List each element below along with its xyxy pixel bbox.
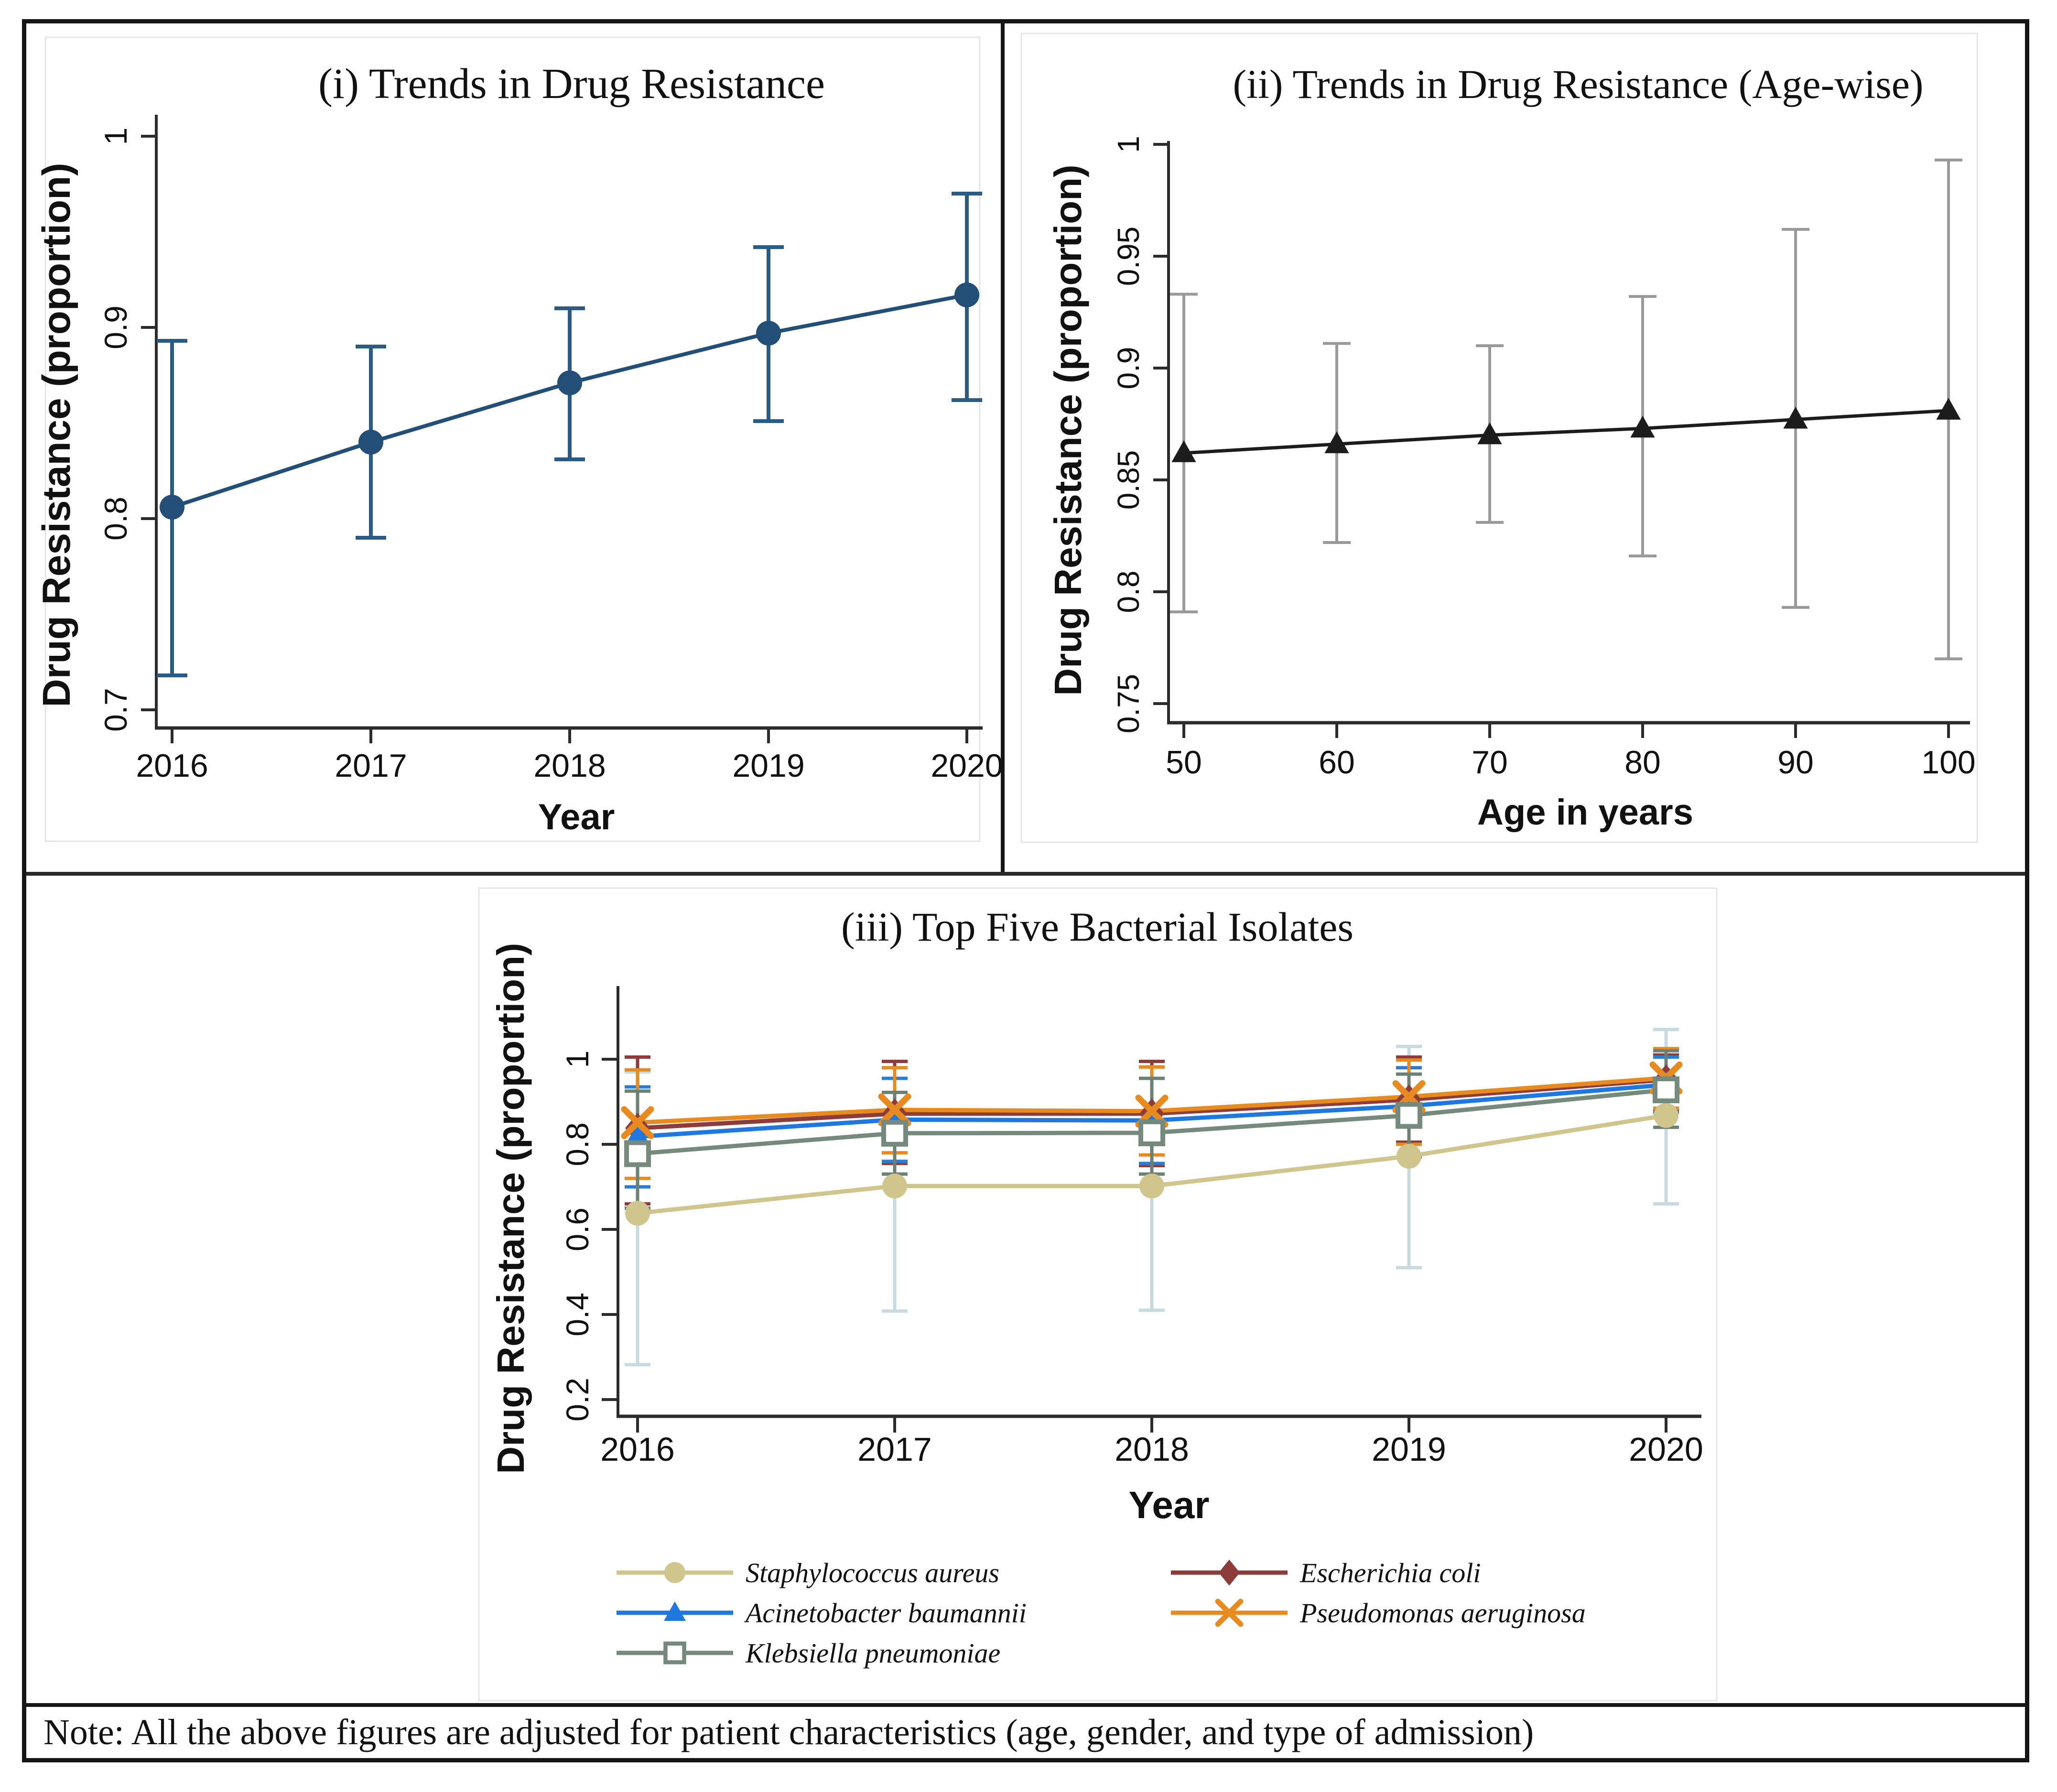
chart-trends-overall: (i) Trends in Drug Resistance 0.7 0.8 0.9 1 2… — [35, 36, 1002, 842]
marker-triangle-Drug-resistance-by-age — [1783, 407, 1808, 429]
legend-label: Klebsiella pneumoniae — [745, 1638, 1000, 1669]
legend-item-Acinetobacter-baumannii: Acinetobacter baumannii — [617, 1597, 1027, 1629]
marker-circle-Drug-resistance-(overall) — [160, 495, 184, 520]
y-tick-label: 0.8 — [560, 1122, 595, 1166]
marker-x-Pseudomonas-aeruginosa — [878, 1093, 911, 1127]
error-bars-Drug-resistance-(overall) — [157, 192, 982, 677]
legend-label: Escherichia coli — [1299, 1557, 1481, 1588]
y-tick-label: 0.9 — [98, 305, 133, 349]
graph-region-border — [44, 36, 981, 842]
chart-trends-agewise: (ii) Trends in Drug Resistance (Age-wise… — [1020, 33, 1978, 843]
x-tick-label: 2017 — [857, 1431, 932, 1468]
legend-marker-triangle — [664, 1601, 686, 1621]
marker-triangle-Drug-resistance-by-age — [1477, 422, 1502, 445]
marker-circle-Staphylococcus-aureus — [625, 1201, 650, 1226]
series-line-Drug-resistance-by-age — [1183, 409, 1949, 455]
x-tick-label: 2017 — [335, 748, 407, 784]
legend-marker-diamond — [1218, 1559, 1240, 1586]
marker-triangle-Drug-resistance-by-age — [1324, 431, 1349, 454]
y-tick-label: 0.95 — [1111, 227, 1146, 286]
note-divider — [22, 1703, 2029, 1707]
marker-circle-Drug-resistance-(overall) — [358, 430, 383, 455]
legend-label: Staphylococcus aureus — [746, 1557, 999, 1588]
y-axis-title: Drug Resistance (proportion) — [1047, 164, 1089, 695]
x-axis-title: Year — [538, 797, 615, 837]
x-tick-label: 2016 — [136, 748, 208, 784]
marker-circle-Drug-resistance-(overall) — [557, 370, 582, 395]
legend-item-Pseudomonas-aeruginosa: Pseudomonas aeruginosa — [1171, 1597, 1586, 1629]
x-tick-label: 90 — [1777, 744, 1814, 781]
marker-square-open-Klebsiella-pneumoniae — [881, 1119, 908, 1147]
x-tick-label: 60 — [1319, 744, 1355, 781]
y-tick-label: 1 — [98, 128, 133, 145]
y-tick-label: 1 — [560, 1051, 595, 1068]
panel-divider-vertical — [1001, 19, 1005, 876]
y-tick-label: 0.7 — [98, 688, 133, 732]
marker-circle-Staphylococcus-aureus — [1654, 1103, 1678, 1128]
axes: 0.75 0.8 0.85 0.9 0.95 1 50 60 70 80 90 100 — [1111, 136, 1976, 781]
panel-divider-horizontal — [22, 872, 2029, 876]
x-tick-label: 2016 — [600, 1431, 675, 1468]
legend-label: Acinetobacter baumannii — [744, 1597, 1027, 1629]
chart-title: (i) Trends in Drug Resistance — [318, 60, 825, 108]
y-tick-label: 0.9 — [1111, 347, 1146, 390]
marker-square-open-Klebsiella-pneumoniae — [1396, 1102, 1422, 1129]
marker-circle-Drug-resistance-(overall) — [954, 282, 979, 307]
marker-triangle-Drug-resistance-by-age — [1171, 440, 1196, 462]
x-axis-title: Year — [1128, 1484, 1209, 1526]
x-tick-label: 2020 — [1629, 1431, 1703, 1468]
y-tick-label: 0.2 — [560, 1378, 595, 1422]
legend-marker-square-open — [663, 1641, 686, 1664]
axes: 0.2 0.4 0.6 0.8 1 2016 2017 2018 2019 2020 — [560, 986, 1703, 1468]
marker-circle-Drug-resistance-(overall) — [756, 321, 781, 346]
x-tick-label: 2018 — [1115, 1431, 1189, 1468]
marker-square-open-Klebsiella-pneumoniae — [624, 1140, 651, 1167]
marker-circle-Staphylococcus-aureus — [882, 1173, 907, 1199]
y-tick-label: 0.75 — [1111, 674, 1146, 734]
x-tick-label: 2019 — [732, 748, 804, 784]
x-tick-label: 80 — [1624, 744, 1661, 781]
marker-circle-Staphylococcus-aureus — [1397, 1143, 1421, 1169]
marker-circle-Staphylococcus-aureus — [1139, 1173, 1164, 1199]
y-tick-label: 1 — [1111, 136, 1146, 153]
legend-label: Pseudomonas aeruginosa — [1299, 1597, 1586, 1629]
chart-title: (iii) Top Five Bacterial Isolates — [841, 904, 1353, 950]
note-text: Note: All the above figures are adjusted… — [43, 1712, 1534, 1752]
axes: 0.7 0.8 0.9 1 2016 2017 2018 2019 2020 — [98, 115, 1002, 784]
note-bar: Note: All the above figures are adjusted… — [26, 1707, 2025, 1757]
legend-item-Klebsiella-pneumoniae: Klebsiella pneumoniae — [617, 1638, 1000, 1669]
graph-region-border — [478, 887, 1718, 1702]
y-axis-title: Drug Resistance (proportion) — [35, 163, 78, 707]
y-tick-label: 0.8 — [1111, 571, 1146, 613]
error-bars-Drug-resistance-by-age — [1170, 158, 1962, 661]
y-axis-title: Drug Resistance (proportion) — [489, 943, 532, 1474]
legend-marker-x — [1215, 1598, 1244, 1627]
marker-x-Pseudomonas-aeruginosa — [621, 1106, 654, 1140]
graph-region-border — [1020, 33, 1978, 843]
x-tick-label: 50 — [1166, 744, 1202, 781]
x-tick-label: 2018 — [533, 748, 606, 784]
legend-marker-circle — [664, 1562, 686, 1584]
chart-title: (ii) Trends in Drug Resistance (Age-wise… — [1233, 61, 1923, 107]
y-tick-label: 0.6 — [560, 1207, 595, 1251]
marker-square-open-Klebsiella-pneumoniae — [1653, 1076, 1679, 1104]
x-tick-label: 2019 — [1372, 1431, 1446, 1468]
marker-triangle-Drug-resistance-by-age — [1630, 415, 1655, 438]
marker-square-open-Klebsiella-pneumoniae — [1138, 1119, 1165, 1146]
x-tick-label: 70 — [1472, 744, 1508, 781]
chart-top-five-isolates: (iii) Top Five Bacterial Isolates0.20.40… — [478, 887, 1718, 1702]
x-axis-title: Age in years — [1477, 792, 1693, 833]
y-tick-label: 0.8 — [98, 497, 133, 541]
y-tick-label: 0.4 — [560, 1292, 595, 1336]
legend-item-Escherichia-coli: Escherichia coli — [1171, 1557, 1481, 1588]
y-tick-label: 0.85 — [1111, 450, 1146, 510]
legend-item-Staphylococcus-aureus: Staphylococcus aureus — [617, 1557, 999, 1588]
x-tick-label: 100 — [1921, 744, 1975, 781]
x-tick-label: 2020 — [931, 748, 1002, 784]
legend: Staphylococcus aureus Escherichia coli Aci… — [617, 1557, 1586, 1669]
marker-triangle-Drug-resistance-by-age — [1936, 398, 1961, 420]
